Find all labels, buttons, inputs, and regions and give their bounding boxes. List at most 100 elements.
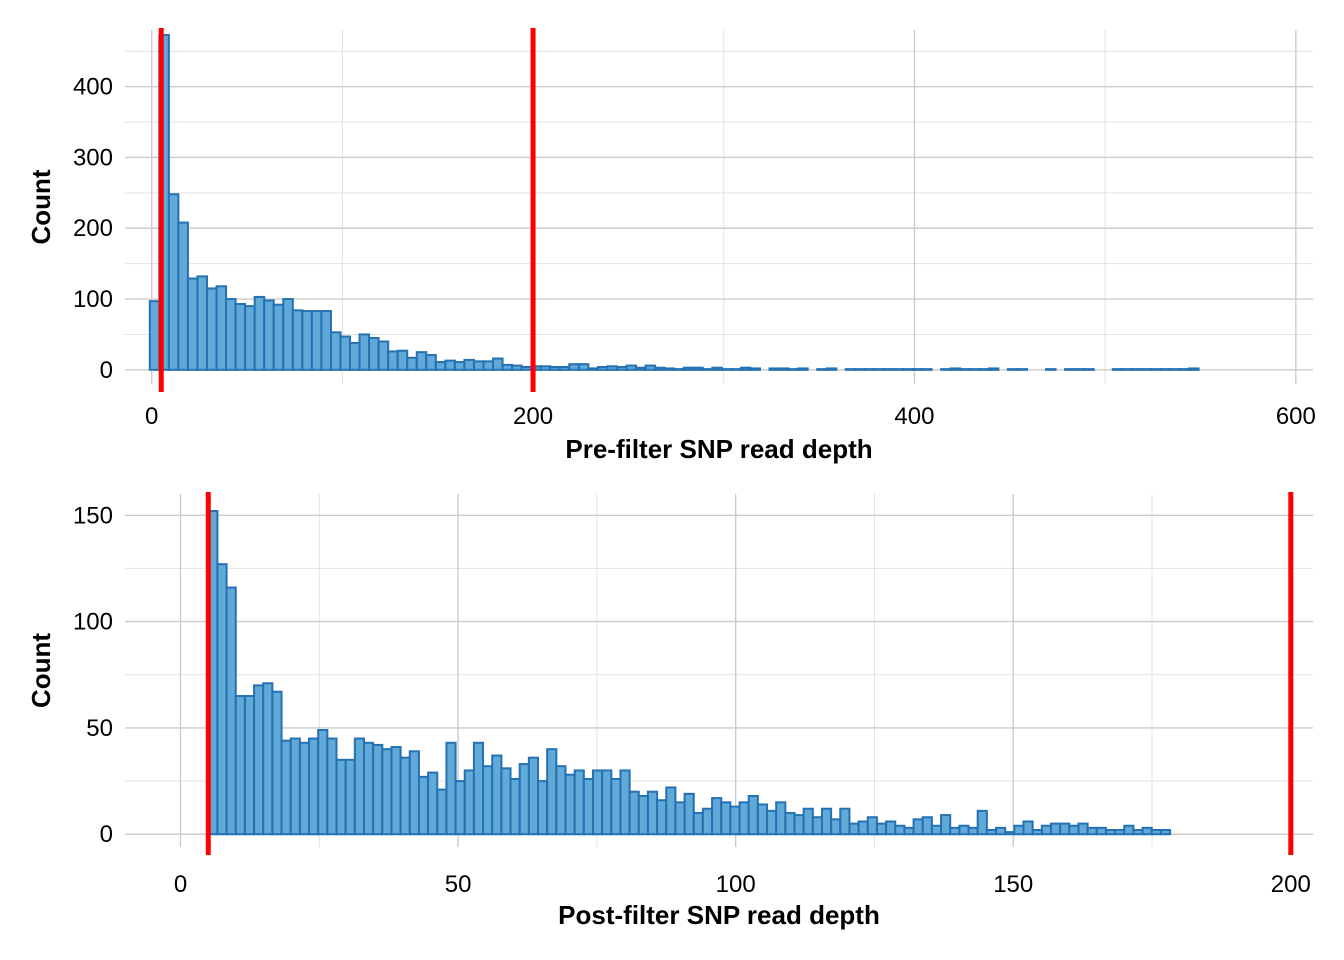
histogram-bar [291, 309, 304, 371]
histogram-bar [381, 748, 393, 836]
histogram-bar [280, 739, 292, 836]
histogram-bar [949, 826, 961, 836]
histogram-bar [387, 350, 399, 371]
histogram-bar [282, 298, 294, 371]
histogram-bar [215, 285, 228, 371]
histogram-bar [784, 811, 796, 836]
histogram-bar [854, 368, 866, 371]
histogram-bar [539, 365, 552, 371]
histogram-bar [225, 298, 237, 371]
histogram-bar [802, 807, 814, 836]
histogram-bar [940, 368, 952, 371]
histogram-bar [701, 368, 714, 371]
histogram-bar [1140, 368, 1152, 371]
histogram-bar [1045, 368, 1057, 371]
histogram-bar [377, 340, 390, 371]
histogram-bar [793, 814, 805, 836]
histogram-bar [582, 777, 594, 836]
histogram-bar [1006, 368, 1019, 371]
histogram-bar [663, 367, 676, 371]
histogram-bar [491, 754, 503, 836]
histogram-bar [692, 811, 704, 836]
histogram-bar [646, 790, 659, 836]
histogram-bar [329, 331, 342, 371]
histogram-bar [682, 366, 695, 371]
histogram-bar [921, 368, 933, 371]
histogram-bar [820, 807, 833, 836]
histogram-bar [564, 773, 576, 836]
histogram-bar [949, 367, 962, 371]
y-tick-label: 0 [100, 821, 113, 848]
histogram-bar [857, 820, 869, 836]
x-tick-label: 600 [1276, 403, 1316, 430]
histogram-bar [830, 818, 842, 836]
histogram-bar [368, 336, 380, 371]
y-tick-label: 100 [73, 286, 113, 313]
y-tick-label: 300 [73, 144, 113, 171]
histogram-bar [756, 803, 769, 836]
histogram-bar [892, 368, 905, 371]
histogram-bar [894, 824, 906, 836]
histogram-bar [811, 816, 823, 836]
histogram-bar [987, 367, 1000, 371]
histogram-bar [628, 790, 640, 836]
histogram-bar [766, 809, 778, 836]
histogram-bar [911, 368, 924, 371]
histogram-bar [1159, 368, 1171, 371]
histogram-bar [148, 300, 161, 371]
histogram-bar [1073, 368, 1086, 371]
histogram-bar [1114, 828, 1126, 836]
histogram-bar [406, 356, 418, 371]
histogram-bar [1040, 824, 1052, 836]
histogram-bar [415, 351, 428, 371]
y-tick-label: 50 [86, 715, 113, 742]
histogram-bar [444, 359, 456, 371]
histogram-bar [844, 368, 857, 371]
histogram-bar [546, 748, 558, 836]
histogram-bar [243, 695, 256, 836]
histogram-bar [711, 797, 723, 836]
histogram-bar [912, 818, 924, 836]
y-tick-label: 150 [73, 502, 113, 529]
histogram-bar [186, 277, 199, 371]
histogram-bar [558, 366, 571, 371]
histogram-bar [747, 794, 759, 836]
histogram-bar [225, 586, 237, 836]
histogram-bar [500, 767, 512, 836]
histogram-bar [930, 824, 943, 836]
histogram-bar [353, 737, 365, 836]
histogram-bar [606, 365, 618, 371]
panel-2: 0 50 100 150 200 0 50 100 150 Post-filter SNP rea… [26, 492, 1313, 930]
histogram-bar [577, 363, 590, 371]
histogram-bar [768, 367, 781, 371]
histogram-bar [816, 368, 828, 371]
histogram-bar [289, 737, 301, 836]
y-tick-label: 200 [73, 215, 113, 242]
histogram-bar [511, 364, 523, 371]
histogram-bar [253, 295, 266, 371]
histogram-bar [797, 367, 809, 371]
x-tick-label: 200 [513, 403, 553, 430]
histogram-bar [320, 310, 332, 371]
histogram-bar [501, 363, 514, 371]
histogram-bar [427, 771, 439, 836]
histogram-bar [739, 366, 752, 371]
histogram-bar [720, 801, 732, 836]
histogram-bar [463, 358, 475, 371]
histogram-bar [1123, 824, 1135, 836]
histogram-bar [263, 299, 275, 371]
y-axis-title: Count [26, 633, 56, 708]
histogram-bar [399, 756, 411, 836]
histogram-bar [615, 366, 628, 371]
histogram-bar [417, 775, 430, 836]
histogram-bar [518, 763, 530, 836]
histogram-bars [148, 33, 1200, 371]
histogram-bar [1121, 368, 1133, 371]
histogram-bar [976, 809, 988, 836]
histogram-bar [978, 368, 990, 371]
histogram-bar [1150, 828, 1162, 836]
x-tick-label: 0 [145, 403, 158, 430]
histogram-bar [1013, 824, 1025, 836]
histogram-bar [482, 360, 495, 371]
